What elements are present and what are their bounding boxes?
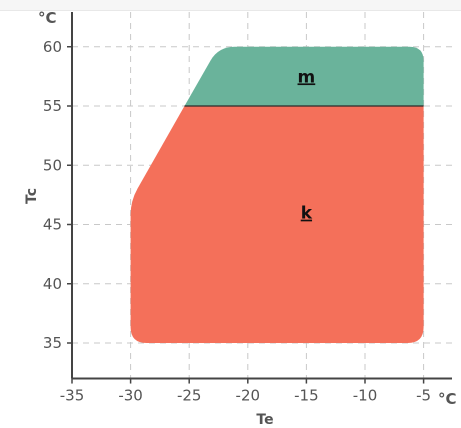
x-tick-label: -10 (353, 387, 378, 405)
axes (71, 12, 452, 380)
x-tick-label: -5 (416, 387, 431, 405)
y-axis-unit: °C (38, 9, 57, 27)
y-tick-label: 40 (43, 275, 62, 293)
x-tick-label: -15 (294, 387, 319, 405)
region-label-k: k (301, 204, 313, 224)
y-tick-label: 45 (43, 216, 62, 234)
regions (130, 46, 424, 343)
x-axis-unit: °C (438, 390, 457, 408)
ticks: -35 -30 -25 -20 -15 -10 -5 35 40 45 50 55 60 (43, 38, 431, 405)
region-m (184, 46, 424, 106)
region-k (130, 106, 424, 343)
y-tick-label: 35 (43, 334, 62, 352)
x-tick-label: -35 (60, 387, 85, 405)
y-tick-label: 55 (43, 97, 62, 115)
x-axis-title: Te (256, 412, 273, 428)
x-tick-label: -20 (236, 387, 261, 405)
x-tick-label: -30 (118, 387, 143, 405)
region-label-m: m (298, 67, 316, 87)
y-axis-title: Tc (24, 188, 40, 204)
top-strip (0, 0, 461, 11)
x-tick-label: -25 (177, 387, 202, 405)
region-labels: mk (298, 67, 316, 223)
y-tick-label: 60 (43, 38, 62, 56)
y-tick-label: 50 (43, 156, 62, 174)
